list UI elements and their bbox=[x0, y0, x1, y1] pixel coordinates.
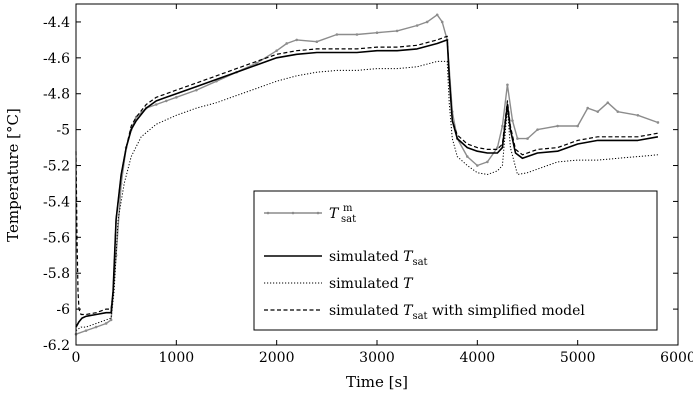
legend-marker bbox=[266, 211, 270, 215]
data-point bbox=[154, 103, 158, 106]
y-tick-label: -5.2 bbox=[43, 159, 70, 175]
legend-marker bbox=[291, 211, 295, 215]
data-point bbox=[586, 106, 589, 110]
data-point bbox=[536, 128, 539, 131]
data-point bbox=[435, 13, 439, 17]
data-point bbox=[395, 29, 399, 33]
data-point bbox=[486, 160, 489, 164]
legend-label-1: mT sat bbox=[329, 203, 356, 225]
data-point bbox=[165, 99, 168, 103]
data-point bbox=[215, 79, 218, 83]
data-point bbox=[114, 253, 118, 257]
data-point bbox=[556, 124, 559, 128]
y-tick-label: -5.6 bbox=[43, 230, 70, 246]
series-line-4 bbox=[75, 35, 659, 316]
y-tick-label: -5.4 bbox=[43, 194, 70, 210]
x-tick-label: 4000 bbox=[460, 350, 496, 366]
data-point bbox=[175, 96, 178, 99]
data-point bbox=[275, 49, 278, 52]
x-tick-label: 1000 bbox=[159, 350, 195, 366]
legend-label-4: simulated Tsat with simplified model bbox=[329, 303, 585, 322]
data-point bbox=[616, 110, 620, 113]
x-axis-title: Time [s] bbox=[346, 373, 408, 391]
y-tick-label: -4.4 bbox=[43, 15, 70, 31]
data-point bbox=[84, 329, 88, 332]
plot-lines bbox=[74, 13, 660, 336]
data-point bbox=[596, 110, 600, 113]
y-tick-label: -4.8 bbox=[43, 87, 70, 103]
data-point bbox=[466, 155, 469, 158]
x-tick-label: 6000 bbox=[660, 350, 693, 366]
data-point bbox=[496, 146, 499, 149]
data-point bbox=[415, 24, 419, 27]
x-tick-label: 5000 bbox=[560, 350, 596, 366]
data-point bbox=[285, 42, 289, 45]
data-point bbox=[425, 20, 429, 24]
y-axis-title: Temperature [°C] bbox=[4, 108, 22, 242]
legend-sup: m bbox=[343, 203, 353, 214]
data-point bbox=[636, 113, 640, 117]
y-tick-label: -6.2 bbox=[43, 338, 70, 354]
data-point bbox=[195, 88, 198, 92]
axis-ticks bbox=[75, 4, 679, 346]
data-point bbox=[109, 318, 113, 322]
data-point bbox=[440, 20, 444, 24]
data-point bbox=[104, 322, 108, 325]
y-tick-label: -5 bbox=[56, 123, 70, 139]
data-point bbox=[335, 33, 339, 36]
x-tick-label: 3000 bbox=[359, 350, 395, 366]
series-line-2 bbox=[75, 39, 659, 328]
data-point bbox=[576, 124, 579, 128]
y-tick-label: -5.8 bbox=[43, 266, 70, 282]
axis-tick-labels: 0 1000 2000 3000 4000 5000 6000 -6.2 -6 -5.8 -5.6 -… bbox=[43, 15, 693, 366]
data-point bbox=[656, 121, 660, 124]
y-tick-label: -6 bbox=[56, 302, 70, 318]
data-point bbox=[255, 61, 258, 65]
data-point bbox=[94, 325, 98, 329]
data-point bbox=[501, 124, 504, 128]
legend-label-3: simulated T bbox=[329, 276, 414, 292]
legend-marker bbox=[316, 211, 320, 215]
data-point bbox=[506, 83, 509, 87]
x-tick-label: 2000 bbox=[259, 350, 295, 366]
data-point bbox=[476, 164, 479, 167]
x-tick-label: 0 bbox=[72, 350, 81, 366]
legend: mT sat simulated Tsat simulated T simulated … bbox=[253, 190, 658, 331]
data-point bbox=[511, 119, 514, 122]
data-point bbox=[606, 101, 610, 105]
data-point bbox=[295, 38, 299, 42]
y-tick-label: -4.6 bbox=[43, 51, 70, 67]
legend-box bbox=[253, 190, 658, 331]
data-point bbox=[375, 31, 379, 35]
data-point bbox=[526, 137, 529, 140]
legend-label-2: simulated Tsat bbox=[329, 249, 428, 268]
data-point bbox=[315, 40, 319, 43]
data-point bbox=[355, 33, 359, 36]
data-point bbox=[516, 137, 519, 140]
